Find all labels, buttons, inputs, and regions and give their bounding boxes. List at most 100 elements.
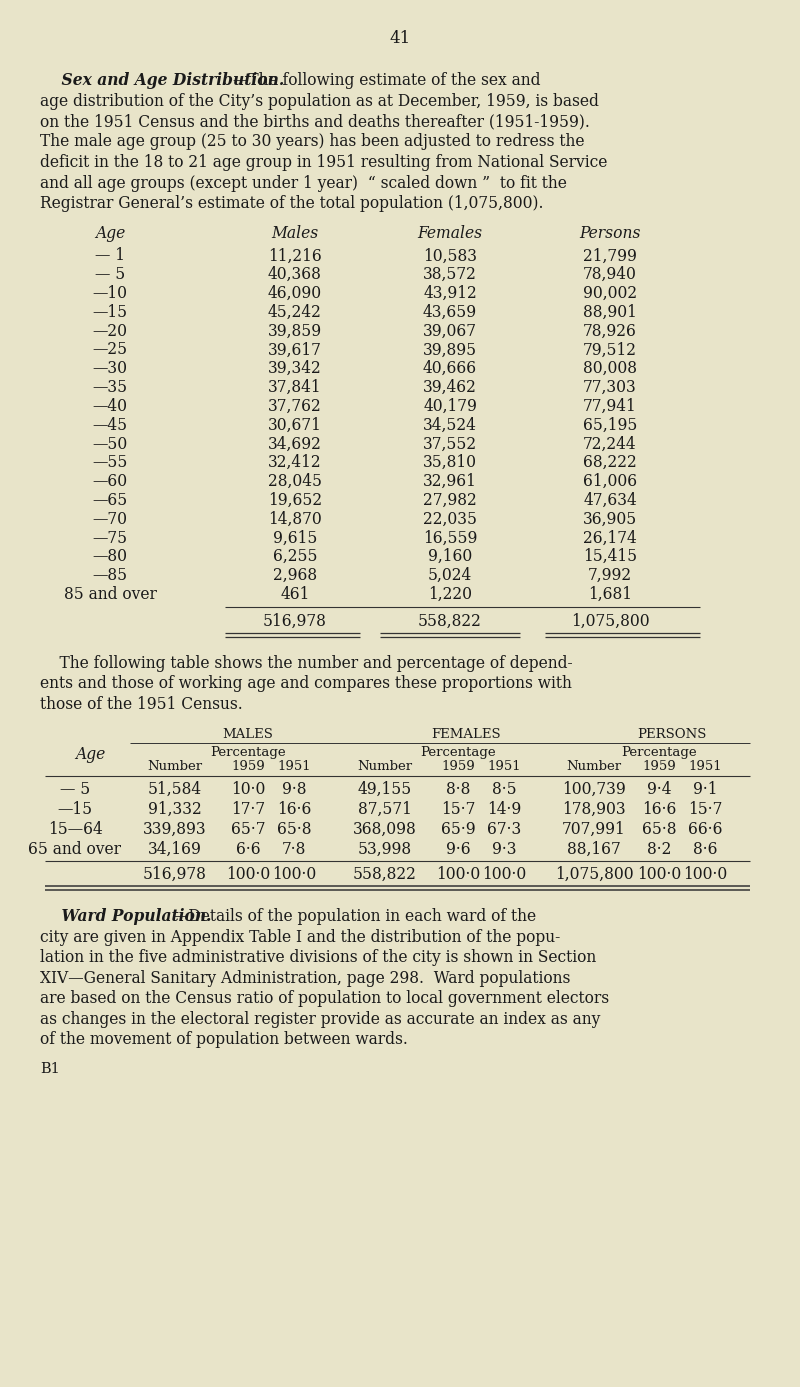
Text: 11,216: 11,216 [268,247,322,265]
Text: 78,940: 78,940 [583,266,637,283]
Text: 68,222: 68,222 [583,455,637,472]
Text: 8·2: 8·2 [647,841,671,859]
Text: 339,893: 339,893 [143,821,207,838]
Text: Percentage: Percentage [621,746,697,759]
Text: 6,255: 6,255 [273,548,318,566]
Text: 558,822: 558,822 [418,613,482,630]
Text: 65·8: 65·8 [642,821,676,838]
Text: Sex and Age Distribution.: Sex and Age Distribution. [40,72,284,89]
Text: 79,512: 79,512 [583,341,637,358]
Text: 36,905: 36,905 [583,510,637,527]
Text: —60: —60 [93,473,127,490]
Text: 5,024: 5,024 [428,567,472,584]
Text: 39,617: 39,617 [268,341,322,358]
Text: 9,615: 9,615 [273,530,317,546]
Text: —The following estimate of the sex and: —The following estimate of the sex and [233,72,540,89]
Text: 53,998: 53,998 [358,841,412,859]
Text: The following table shows the number and percentage of depend-: The following table shows the number and… [40,655,573,671]
Text: 1951: 1951 [688,760,722,773]
Text: 49,155: 49,155 [358,781,412,798]
Text: are based on the Census ratio of population to local government electors: are based on the Census ratio of populat… [40,990,609,1007]
Text: 72,244: 72,244 [583,436,637,452]
Text: 30,671: 30,671 [268,416,322,434]
Text: —75: —75 [93,530,127,546]
Text: Registrar General’s estimate of the total population (1,075,800).: Registrar General’s estimate of the tota… [40,196,543,212]
Text: Percentage: Percentage [420,746,496,759]
Text: Males: Males [271,226,318,243]
Text: 67·3: 67·3 [487,821,521,838]
Text: —15: —15 [93,304,127,320]
Text: 9·4: 9·4 [646,781,671,798]
Text: 10·0: 10·0 [231,781,265,798]
Text: 65·8: 65·8 [277,821,311,838]
Text: 39,895: 39,895 [423,341,477,358]
Text: The male age group (25 to 30 years) has been adjusted to redress the: The male age group (25 to 30 years) has … [40,133,585,151]
Text: 9,160: 9,160 [428,548,472,566]
Text: —55: —55 [92,455,128,472]
Text: Ward Population.: Ward Population. [40,908,211,925]
Text: 19,652: 19,652 [268,492,322,509]
Text: 91,332: 91,332 [148,802,202,818]
Text: Persons: Persons [579,226,641,243]
Text: —85: —85 [93,567,127,584]
Text: 100·0: 100·0 [637,867,681,884]
Text: 65 and over: 65 and over [29,841,122,859]
Text: 88,901: 88,901 [583,304,637,320]
Text: 100·0: 100·0 [226,867,270,884]
Text: 14·9: 14·9 [487,802,521,818]
Text: 10,583: 10,583 [423,247,477,265]
Text: 16·6: 16·6 [277,802,311,818]
Text: those of the 1951 Census.: those of the 1951 Census. [40,696,242,713]
Text: 15·7: 15·7 [688,802,722,818]
Text: Number: Number [358,760,413,773]
Text: 88,167: 88,167 [567,841,621,859]
Text: 1959: 1959 [231,760,265,773]
Text: 39,859: 39,859 [268,323,322,340]
Text: 17·7: 17·7 [231,802,265,818]
Text: 22,035: 22,035 [423,510,477,527]
Text: 6·6: 6·6 [236,841,260,859]
Text: —80: —80 [93,548,127,566]
Text: 27,982: 27,982 [423,492,477,509]
Text: 9·8: 9·8 [282,781,306,798]
Text: 100·0: 100·0 [683,867,727,884]
Text: 15,415: 15,415 [583,548,637,566]
Text: Age: Age [95,226,125,243]
Text: age distribution of the City’s population as at December, 1959, is based: age distribution of the City’s populatio… [40,93,599,110]
Text: 1951: 1951 [277,760,311,773]
Text: 32,961: 32,961 [423,473,477,490]
Text: 9·1: 9·1 [693,781,718,798]
Text: 1951: 1951 [487,760,521,773]
Text: —15: —15 [58,802,93,818]
Text: 66·6: 66·6 [688,821,722,838]
Text: XIV—General Sanitary Administration, page 298.  Ward populations: XIV—General Sanitary Administration, pag… [40,970,570,986]
Text: deficit in the 18 to 21 age group in 1951 resulting from National Service: deficit in the 18 to 21 age group in 195… [40,154,607,171]
Text: 78,926: 78,926 [583,323,637,340]
Text: 47,634: 47,634 [583,492,637,509]
Text: lation in the five administrative divisions of the city is shown in Section: lation in the five administrative divisi… [40,949,596,967]
Text: 1,220: 1,220 [428,585,472,603]
Text: 34,692: 34,692 [268,436,322,452]
Text: 100·0: 100·0 [272,867,316,884]
Text: 15·7: 15·7 [441,802,475,818]
Text: 90,002: 90,002 [583,286,637,302]
Text: 1959: 1959 [441,760,475,773]
Text: 8·5: 8·5 [492,781,516,798]
Text: 2,968: 2,968 [273,567,317,584]
Text: —70: —70 [93,510,127,527]
Text: —45: —45 [93,416,127,434]
Text: 100·0: 100·0 [436,867,480,884]
Text: —25: —25 [93,341,127,358]
Text: 1,075,800: 1,075,800 [570,613,650,630]
Text: FEMALES: FEMALES [431,728,501,741]
Text: 80,008: 80,008 [583,361,637,377]
Text: MALES: MALES [222,728,274,741]
Text: 100,739: 100,739 [562,781,626,798]
Text: 100·0: 100·0 [482,867,526,884]
Text: 7·8: 7·8 [282,841,306,859]
Text: PERSONS: PERSONS [638,728,706,741]
Text: Number: Number [566,760,622,773]
Text: 65·9: 65·9 [441,821,475,838]
Text: 43,912: 43,912 [423,286,477,302]
Text: city are given in Appendix Table I and the distribution of the popu-: city are given in Appendix Table I and t… [40,929,560,946]
